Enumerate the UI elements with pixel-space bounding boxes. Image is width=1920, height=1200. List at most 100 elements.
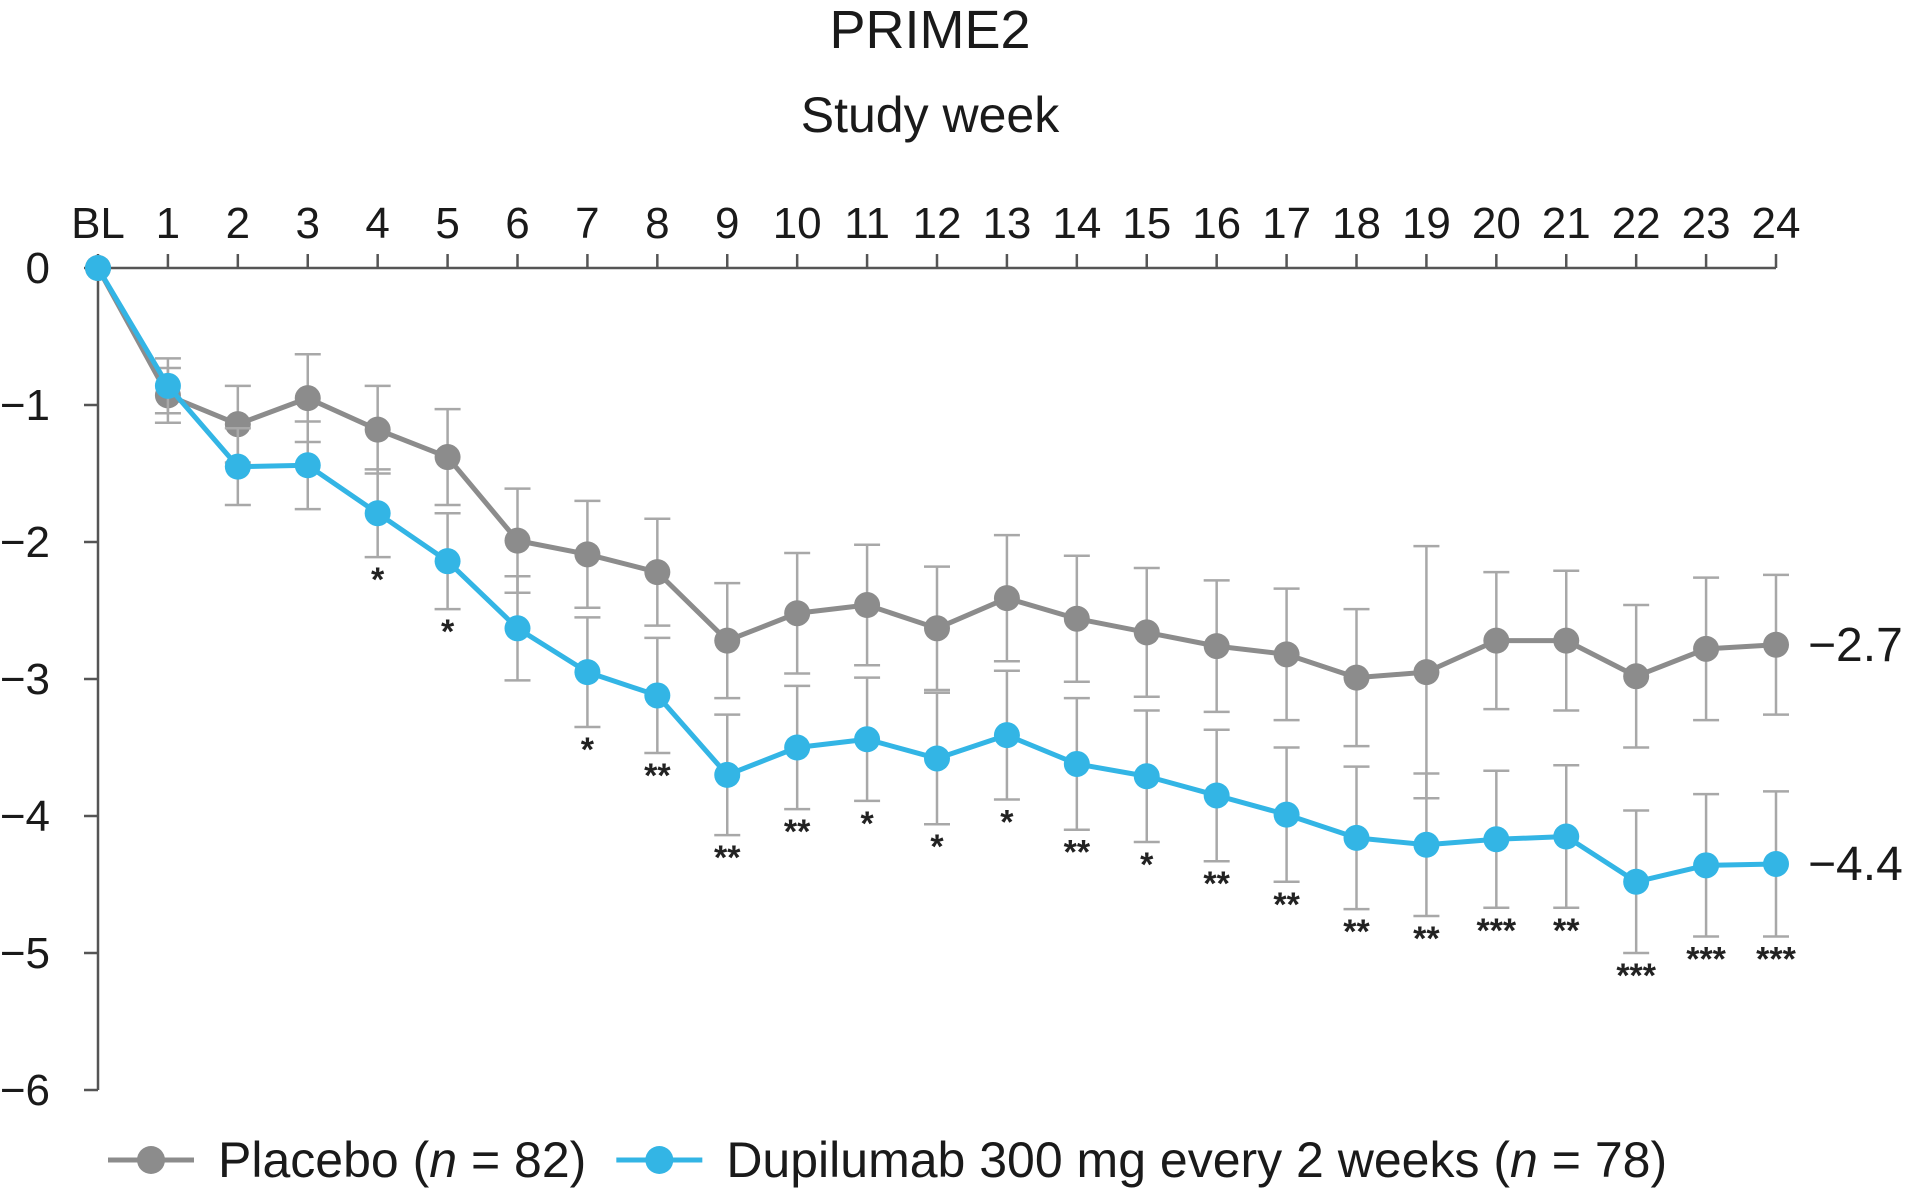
data-point [644, 559, 671, 586]
legend-item-1: Dupilumab 300 mg every 2 weeks (n = 78) [616, 1132, 1667, 1188]
y-tick-label: −3 [0, 655, 50, 704]
data-point [1063, 605, 1090, 632]
legend-series-name: Placebo [218, 1132, 399, 1188]
significance-marker: *** [1686, 941, 1726, 979]
series-0: −2.7 [85, 255, 1903, 800]
data-point [1553, 627, 1580, 654]
x-tick-label: 24 [1752, 199, 1801, 248]
significance-marker: * [860, 805, 874, 843]
x-tick-label: 15 [1122, 199, 1171, 248]
significance-marker: ** [1273, 886, 1300, 924]
data-point [1273, 641, 1300, 668]
data-point [854, 592, 881, 619]
data-point [574, 541, 601, 568]
data-point [1763, 631, 1789, 658]
x-tick-label: 3 [296, 199, 320, 248]
data-point [993, 585, 1020, 612]
significance-marker: ** [644, 757, 671, 795]
x-tick-label: 5 [435, 199, 459, 248]
data-point [714, 627, 741, 654]
x-tick-label: 9 [715, 199, 739, 248]
end-value-label: −2.7 [1808, 619, 1903, 672]
x-tick-label: 1 [156, 199, 180, 248]
data-point [504, 615, 531, 642]
x-axis-label: Study week [801, 87, 1060, 143]
significance-marker: *** [1756, 941, 1796, 979]
x-tick-label: 13 [982, 199, 1031, 248]
data-point [434, 444, 461, 471]
x-tick-label: 11 [844, 199, 890, 248]
y-tick-label: −2 [0, 518, 50, 567]
legend-paren-close: ) [570, 1132, 587, 1188]
data-point [154, 372, 181, 399]
data-point [1623, 868, 1650, 895]
significance-marker: * [1000, 804, 1014, 842]
significance-marker: * [1140, 846, 1154, 884]
legend-n-label: n [429, 1132, 457, 1188]
x-tick-label: BL [71, 199, 125, 248]
data-point [784, 734, 811, 761]
chart-title: PRIME2 [829, 0, 1030, 60]
data-point [1763, 850, 1789, 877]
x-tick-label: 6 [505, 199, 529, 248]
data-point [924, 615, 950, 642]
data-point [364, 500, 391, 527]
data-point [364, 416, 391, 443]
data-point [1343, 824, 1370, 851]
x-tick-label: 22 [1612, 199, 1661, 248]
data-point [1693, 852, 1720, 879]
x-tick-label: 12 [913, 199, 962, 248]
data-point [1693, 635, 1720, 662]
series-1: −4.4 [85, 255, 1903, 955]
significance-marker: * [581, 731, 595, 769]
x-tick-label: 4 [365, 199, 389, 248]
series-layer: −2.7 −4.4 [85, 255, 1903, 955]
data-point [1203, 633, 1230, 660]
data-point [1623, 663, 1650, 690]
significance-layer: ********* ***** ******* ** *** ***** *** *** [371, 561, 1797, 995]
data-point [504, 527, 531, 554]
data-point [993, 722, 1020, 749]
data-point [1133, 763, 1160, 790]
x-tick-label: 18 [1332, 199, 1381, 248]
x-tick-label: 16 [1192, 199, 1241, 248]
significance-marker: ** [784, 813, 811, 851]
y-tick-label: −1 [0, 381, 50, 430]
legend-label: Placebo (n = 82) [218, 1132, 586, 1188]
data-point [1133, 619, 1160, 646]
x-tick-label: 21 [1542, 199, 1591, 248]
significance-marker: ** [1343, 913, 1370, 951]
data-point [854, 726, 881, 753]
data-point [1553, 823, 1580, 850]
legend-label: Dupilumab 300 mg every 2 weeks (n = 78) [726, 1132, 1667, 1188]
legend-paren-open: ( [399, 1132, 430, 1188]
data-point [224, 411, 251, 438]
data-point [1063, 750, 1090, 777]
legend-paren-close: ) [1650, 1132, 1667, 1188]
data-point [434, 548, 461, 575]
legend-n-label: n [1510, 1132, 1538, 1188]
x-tick-label: 17 [1262, 199, 1311, 248]
legend-n-value: 78 [1595, 1132, 1651, 1188]
y-tick-label: −4 [0, 792, 50, 841]
significance-marker: *** [1616, 957, 1656, 995]
x-tick-label: 14 [1052, 199, 1101, 248]
legend: Placebo (n = 82) Dupilumab 300 mg every 2… [108, 1132, 1667, 1188]
data-point [1203, 782, 1230, 809]
data-point [1483, 627, 1510, 654]
axes: BL 1 2 3 4 5 6 7 8 9 10 11 12 13 14 15 16 17 18 19 20 21 22 23 2… [0, 199, 1800, 1115]
data-point [1413, 831, 1440, 858]
significance-marker: * [371, 561, 385, 599]
legend-marker [645, 1146, 674, 1174]
x-tick-label: 23 [1682, 199, 1731, 248]
x-tick-label: 19 [1402, 199, 1451, 248]
y-tick-label: −5 [0, 929, 50, 978]
x-tick-label: 7 [575, 199, 599, 248]
x-tick-label: 2 [226, 199, 250, 248]
legend-n-value: 82 [514, 1132, 570, 1188]
x-tick-label: 10 [773, 199, 822, 248]
data-point [1273, 801, 1300, 828]
data-point [924, 745, 950, 772]
significance-marker: * [930, 828, 944, 866]
